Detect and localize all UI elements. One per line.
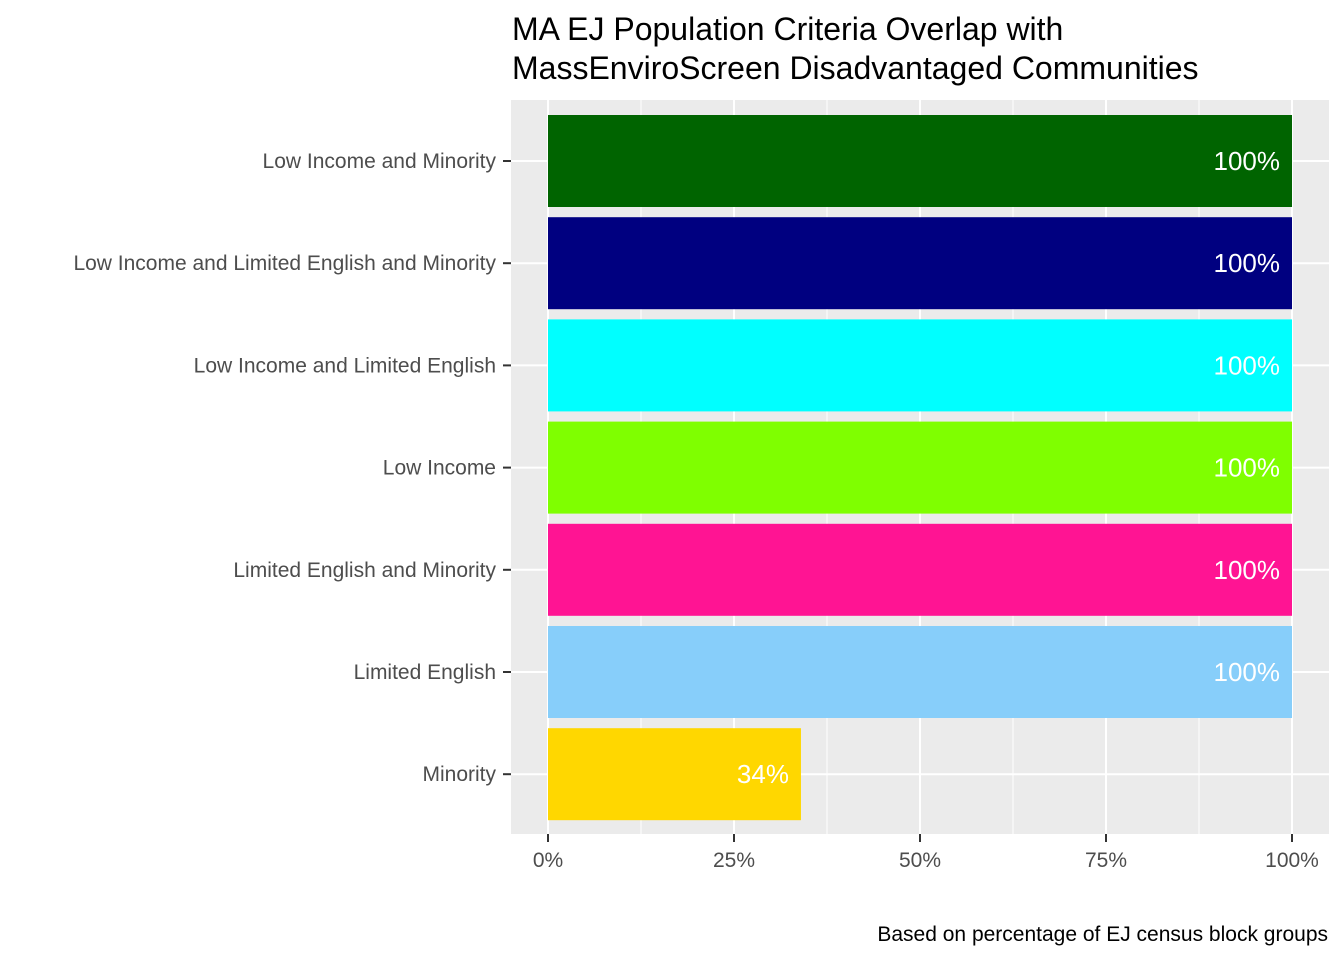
bar: [548, 421, 1292, 514]
category-axis: Low Income and Minority Low Income and Li…: [73, 150, 511, 786]
bars: 100% 100% 100% 100% 100% 100% 34%: [548, 115, 1292, 821]
x-tick-label: 25%: [713, 849, 755, 872]
chart-title-line-1: MA EJ Population Criteria Overlap with: [512, 11, 1063, 47]
category-label: Low Income and Minority: [263, 150, 497, 173]
x-tick-label: 100%: [1265, 849, 1319, 872]
bar-value-label: 100%: [1214, 555, 1281, 585]
x-tick-label: 75%: [1085, 849, 1127, 872]
chart-caption: Based on percentage of EJ census block g…: [877, 923, 1328, 946]
x-tick-label: 50%: [899, 849, 941, 872]
category-label: Limited English: [354, 661, 496, 684]
x-tick-label: 0%: [533, 849, 563, 872]
bar: [548, 319, 1292, 412]
bar-value-label: 34%: [737, 759, 789, 789]
chart-title-line-2: MassEnviroScreen Disadvantaged Communiti…: [512, 50, 1199, 86]
category-label: Low Income and Limited English: [194, 354, 496, 377]
bar: [548, 728, 801, 821]
bar: [548, 217, 1292, 310]
bar: [548, 626, 1292, 718]
bar-value-label: 100%: [1214, 248, 1281, 278]
bar: [548, 523, 1292, 616]
category-label: Low Income and Limited English and Minor…: [73, 252, 496, 275]
value-axis: 0% 25% 50% 75% 100%: [533, 834, 1319, 872]
bar-value-label: 100%: [1214, 453, 1281, 483]
category-label: Low Income: [383, 457, 496, 480]
category-label: Limited English and Minority: [233, 559, 496, 582]
bar-value-label: 100%: [1214, 657, 1281, 687]
bar-value-label: 100%: [1214, 350, 1281, 380]
bar: [548, 115, 1292, 207]
bar-value-label: 100%: [1214, 146, 1281, 176]
category-label: Minority: [422, 763, 496, 786]
